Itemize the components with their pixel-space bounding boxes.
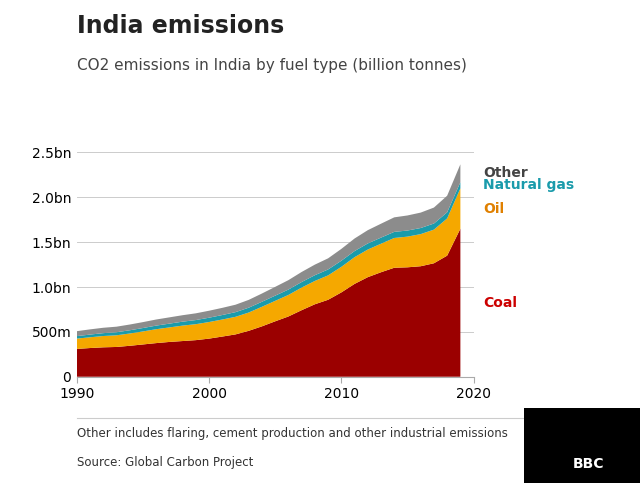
Text: India emissions: India emissions [77, 14, 284, 39]
Text: Other: Other [483, 166, 528, 180]
Text: BBC: BBC [573, 457, 605, 470]
Text: Natural gas: Natural gas [483, 178, 574, 192]
Text: CO2 emissions in India by fuel type (billion tonnes): CO2 emissions in India by fuel type (bil… [77, 58, 467, 73]
Text: Other includes flaring, cement production and other industrial emissions: Other includes flaring, cement productio… [77, 427, 508, 440]
Text: Oil: Oil [483, 201, 504, 215]
Text: Coal: Coal [483, 296, 517, 310]
Text: Source: Global Carbon Project: Source: Global Carbon Project [77, 456, 253, 469]
